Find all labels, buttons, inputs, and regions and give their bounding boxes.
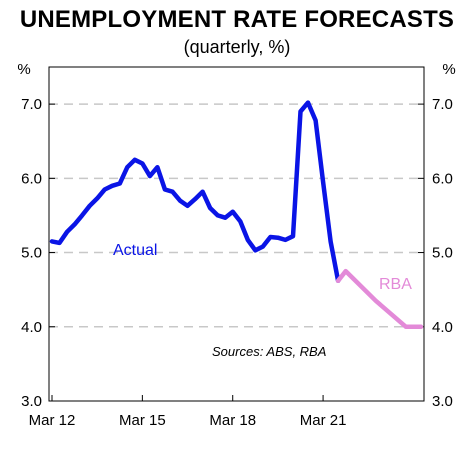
y-tick-label-left: 7.0 xyxy=(21,96,42,113)
y-tick-label-left: 5.0 xyxy=(21,245,42,262)
y-tick-label-right: 4.0 xyxy=(432,319,453,336)
y-tick-label-left: 3.0 xyxy=(21,393,42,410)
legend-label-actual: Actual xyxy=(113,242,157,259)
y-axis-ticks: 3.0 3.0 4.0 4.0 5.0 5.0 6.0 6.0 7.0 7.0 xyxy=(21,96,453,410)
x-tick-label: Mar 18 xyxy=(209,412,256,429)
series-lines xyxy=(49,100,424,330)
y-tick-label-left: 6.0 xyxy=(21,170,42,187)
chart-subtitle: (quarterly, %) xyxy=(183,37,291,57)
series-line-actual xyxy=(49,100,341,284)
gridlines xyxy=(49,103,424,328)
plot-frame xyxy=(48,66,425,402)
x-tick-label: Mar 12 xyxy=(29,412,76,429)
source-note: Sources: ABS, RBA xyxy=(212,344,326,359)
legend-label-rba: RBA xyxy=(379,276,412,293)
y-tick-label-right: 3.0 xyxy=(432,393,453,410)
y-tick-label-right: 7.0 xyxy=(432,96,453,113)
y-tick-label-left: 4.0 xyxy=(21,319,42,336)
x-tick-label: Mar 21 xyxy=(300,412,347,429)
y-tick-label-right: 6.0 xyxy=(432,170,453,187)
chart-title: UNEMPLOYMENT RATE FORECASTS xyxy=(19,6,455,33)
series-line-rba xyxy=(335,268,424,330)
y-unit-left: % xyxy=(17,61,30,78)
y-tick-label-right: 5.0 xyxy=(432,245,453,262)
x-axis-ticks: Mar 12 Mar 15 Mar 18 Mar 21 xyxy=(29,395,347,429)
x-tick-label: Mar 15 xyxy=(119,412,166,429)
y-unit-right: % xyxy=(442,61,455,78)
